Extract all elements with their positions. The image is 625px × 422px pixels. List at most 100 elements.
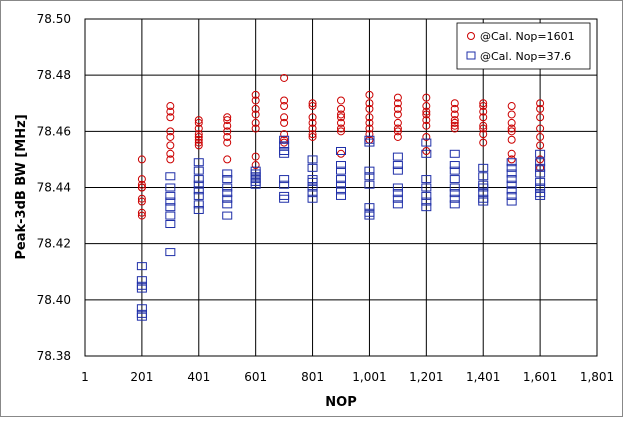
- data-point-series-1: [251, 161, 260, 170]
- data-point-series-1: [251, 104, 260, 113]
- x-axis-ticks: 1 201 401 601 801 1,001 1,201 1,401 1,601 1,801: [81, 370, 614, 384]
- data-point-series-1: [251, 96, 260, 105]
- data-point-series-1: [450, 116, 459, 125]
- data-point-series-1: [223, 121, 232, 130]
- y-tick-label: 78.44: [37, 181, 71, 195]
- y-tick-label: 78.38: [37, 349, 71, 363]
- data-point-series-1: [507, 118, 516, 127]
- data-point-series-2: [478, 172, 489, 181]
- data-point-series-1: [507, 127, 516, 136]
- data-point-series-2: [506, 180, 517, 189]
- data-point-series-2: [307, 194, 318, 203]
- data-point-series-2: [193, 205, 204, 214]
- data-point-series-1: [137, 175, 146, 184]
- data-point-series-1: [137, 208, 146, 217]
- data-point-series-1: [450, 104, 459, 113]
- data-point-series-2: [279, 149, 290, 158]
- data-point-series-1: [507, 110, 516, 119]
- data-point-series-1: [365, 99, 374, 108]
- data-point-series-1: [308, 118, 317, 127]
- data-point-series-1: [479, 107, 488, 116]
- data-point-series-2: [250, 180, 261, 189]
- legend-marker-square: [466, 51, 476, 60]
- data-point-series-2: [421, 175, 432, 184]
- x-tick-label: 201: [130, 370, 153, 384]
- data-point-series-2: [279, 141, 290, 150]
- data-point-series-1: [308, 130, 317, 139]
- data-point-series-1: [337, 149, 345, 158]
- data-point-series-2: [506, 186, 517, 195]
- data-point-series-1: [194, 130, 203, 139]
- data-point-series-1: [365, 104, 374, 113]
- y-axis-title: Peak-3dB BW [MHz]: [14, 114, 29, 259]
- data-point-series-1: [251, 124, 260, 133]
- data-point-series-1: [137, 155, 146, 164]
- y-tick-label: 78.46: [37, 124, 71, 138]
- data-point-series-2: [421, 203, 432, 212]
- data-point-series-1: [393, 124, 402, 133]
- data-point-series-1: [137, 183, 146, 192]
- data-point-series-2: [364, 138, 375, 147]
- data-point-series-1: [507, 149, 516, 158]
- data-point-series-1: [251, 118, 260, 127]
- data-point-series-1: [365, 90, 374, 99]
- data-point-series-1: [337, 113, 345, 122]
- data-point-series-1: [308, 124, 317, 133]
- data-point-series-2: [222, 211, 233, 220]
- data-point-series-2: [165, 211, 176, 220]
- data-point-series-2: [506, 163, 517, 172]
- data-point-series-2: [392, 166, 403, 175]
- data-point-series-2: [449, 189, 460, 198]
- data-point-series-1: [223, 155, 232, 164]
- data-point-series-1: [422, 132, 431, 141]
- data-point-series-1: [393, 93, 402, 102]
- data-point-series-2: [535, 163, 546, 172]
- data-point-series-1: [393, 132, 402, 141]
- x-tick-label: 1,801: [580, 370, 614, 384]
- data-point-series-2: [506, 175, 517, 184]
- data-point-series-1: [166, 155, 175, 164]
- data-point-series-1: [280, 73, 289, 82]
- data-point-series-2: [336, 175, 346, 184]
- data-point-series-2: [506, 197, 517, 206]
- data-point-series-1: [479, 99, 488, 108]
- data-point-series-1: [393, 110, 402, 119]
- data-point-series-2: [193, 180, 204, 189]
- data-point-series-1: [422, 110, 431, 119]
- x-tick-label: 1,401: [466, 370, 500, 384]
- data-point-series-2: [449, 175, 460, 184]
- data-point-series-1: [507, 155, 516, 164]
- data-point-series-2: [165, 191, 176, 200]
- data-point-series-2: [421, 149, 432, 158]
- data-point-series-1: [422, 102, 431, 111]
- data-point-series-1: [223, 113, 232, 122]
- data-point-series-1: [337, 127, 345, 136]
- data-point-series-1: [337, 96, 345, 105]
- data-point-series-2: [364, 180, 375, 189]
- data-points: [136, 73, 546, 321]
- data-point-series-1: [280, 96, 289, 105]
- data-point-series-2: [165, 203, 176, 212]
- x-tick-label: 801: [301, 370, 324, 384]
- data-point-series-1: [393, 118, 402, 127]
- data-point-series-2: [222, 183, 233, 192]
- data-point-series-1: [393, 127, 402, 136]
- data-point-series-1: [194, 118, 203, 127]
- data-point-series-1: [365, 113, 374, 122]
- data-point-series-2: [336, 191, 346, 200]
- data-point-series-2: [364, 166, 375, 175]
- data-point-series-2: [336, 186, 346, 195]
- data-point-series-1: [166, 127, 175, 136]
- data-point-series-2: [421, 191, 432, 200]
- data-point-series-1: [422, 93, 431, 102]
- data-point-series-2: [364, 203, 375, 212]
- data-point-series-1: [422, 121, 431, 130]
- data-point-series-1: [137, 180, 146, 189]
- x-tick-label: 601: [244, 370, 267, 384]
- data-point-series-1: [450, 99, 459, 108]
- data-point-series-1: [536, 124, 545, 133]
- data-point-series-2: [336, 180, 346, 189]
- data-point-series-1: [393, 104, 402, 113]
- data-point-series-1: [280, 130, 289, 139]
- y-tick-label: 78.42: [37, 237, 71, 251]
